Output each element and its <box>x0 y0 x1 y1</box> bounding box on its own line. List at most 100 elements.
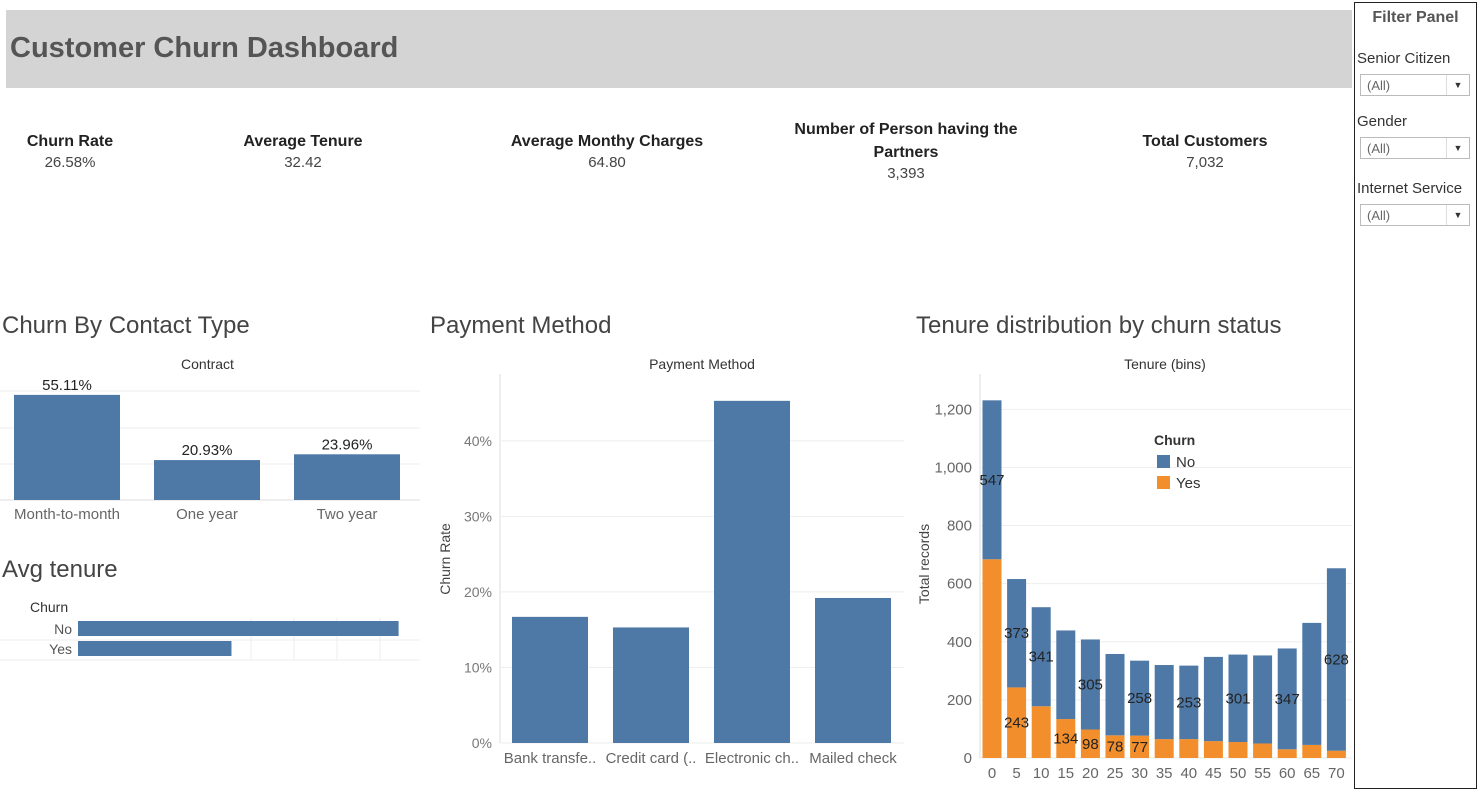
avg-tenure-row-header: Churn <box>30 599 68 615</box>
tenure-bar-yes <box>1277 749 1297 758</box>
chevron-down-icon[interactable]: ▼ <box>1446 138 1469 158</box>
kpi-label: Churn Rate <box>26 133 114 150</box>
tenure-y-tick: 400 <box>947 634 972 651</box>
tenure-bar-no <box>1228 654 1248 743</box>
payment-y-tick: 40% <box>464 433 492 449</box>
tenure-data-label-yes: 243 <box>1004 715 1029 732</box>
payment-y-tick: 30% <box>464 508 492 524</box>
contract-bar <box>294 454 400 500</box>
contract-bar <box>154 460 260 500</box>
tenure-category-label: 30 <box>1131 765 1148 782</box>
tenure-category-label: 70 <box>1328 765 1345 782</box>
legend-swatch <box>1157 476 1170 489</box>
kpi-average-tenure: Average Tenure 32.42 <box>213 130 393 172</box>
contract-bar <box>14 394 120 500</box>
tenure-category-label: 20 <box>1082 765 1099 782</box>
tenure-bar-no <box>1253 655 1273 744</box>
kpi-average-monthly-charges: Average Monthy Charges 64.80 <box>487 130 727 172</box>
tenure-bar-no <box>1007 579 1027 688</box>
tenure-data-label-no: 628 <box>1324 652 1349 669</box>
tenure-chart-header: Tenure (bins) <box>1124 356 1206 372</box>
payment-bar <box>815 597 891 743</box>
kpi-label: Total Customers <box>1142 133 1268 150</box>
tenure-bar-yes <box>1007 687 1027 758</box>
kpi-label: Average Tenure <box>243 133 363 150</box>
contract-data-label: 20.93% <box>182 442 233 459</box>
avg-tenure-bar <box>78 641 232 656</box>
tenure-bar-no <box>1031 607 1051 707</box>
gender-dropdown[interactable]: (All) ▼ <box>1360 137 1470 159</box>
dropdown-value: (All) <box>1367 141 1391 156</box>
contract-category-label: One year <box>176 506 238 523</box>
internet-service-dropdown[interactable]: (All) ▼ <box>1360 204 1470 226</box>
chevron-down-icon[interactable]: ▼ <box>1446 75 1469 95</box>
tenure-data-label-no: 547 <box>979 472 1004 489</box>
kpi-value: 3,393 <box>887 165 925 182</box>
kpi-label: Number of Person having the Partners <box>794 121 1018 161</box>
kpi-total-customers: Total Customers 7,032 <box>1115 130 1295 172</box>
contract-data-label: 55.11% <box>42 377 92 394</box>
tenure-distribution-stacked-chart: 0 200 400 600 800 1,000 1,200 Total records 547 0… <box>916 374 1352 782</box>
tenure-data-label-no: 373 <box>1004 625 1029 642</box>
tenure-y-tick: 1,000 <box>934 459 972 476</box>
chevron-down-icon[interactable]: ▼ <box>1446 205 1469 225</box>
tenure-data-label-no: 341 <box>1029 649 1054 666</box>
tenure-bar-yes <box>1228 742 1248 758</box>
tenure-bar-no <box>1080 639 1100 730</box>
tenure-data-label-yes: 134 <box>1053 731 1078 748</box>
tenure-bar-yes <box>982 559 1002 758</box>
filter-label-internet-service: Internet Service <box>1357 180 1463 197</box>
senior-citizen-dropdown[interactable]: (All) ▼ <box>1360 74 1470 96</box>
tenure-y-tick: 0 <box>964 750 972 767</box>
legend-swatch <box>1157 455 1170 468</box>
contract-chart-header: Contract <box>181 356 234 372</box>
tenure-data-label-yes: 78 <box>1107 739 1124 756</box>
tenure-category-label: 55 <box>1254 765 1271 782</box>
tenure-bar-no <box>1056 630 1076 720</box>
avg-tenure-bar-chart: Churn No Yes <box>0 599 420 661</box>
tenure-bar-yes <box>1080 729 1100 758</box>
legend-entry: No <box>1176 454 1195 471</box>
tenure-category-label: 25 <box>1107 765 1124 782</box>
tenure-bar-yes <box>1056 719 1076 758</box>
section-title-payment: Payment Method <box>430 312 612 339</box>
payment-bar <box>613 627 689 743</box>
tenure-bar-no <box>1179 665 1199 740</box>
dropdown-value: (All) <box>1367 78 1391 93</box>
filter-label-gender: Gender <box>1357 113 1408 130</box>
tenure-y-tick: 600 <box>947 576 972 593</box>
tenure-bar-no <box>1203 656 1223 742</box>
tenure-category-label: 35 <box>1156 765 1173 782</box>
tenure-bar-yes <box>1203 741 1223 758</box>
tenure-y-tick: 1,200 <box>934 401 972 418</box>
tenure-bar-yes <box>1130 735 1150 758</box>
tenure-bar-yes <box>1105 735 1125 758</box>
tenure-data-label-no: 305 <box>1078 676 1103 693</box>
payment-bar <box>714 400 790 743</box>
payment-category-label: Electronic ch.. <box>705 750 799 767</box>
filter-panel-title: Filter Panel <box>1372 9 1459 26</box>
kpi-value: 7,032 <box>1186 154 1224 171</box>
tenure-bar-yes <box>1326 750 1346 758</box>
tenure-data-label-no: 347 <box>1275 691 1300 708</box>
tenure-bar-no <box>982 400 1002 560</box>
payment-y-tick: 20% <box>464 584 492 600</box>
legend-title: Churn <box>1154 432 1195 448</box>
tenure-category-label: 50 <box>1230 765 1247 782</box>
contract-bar-chart: 55.11% Month-to-month 20.93% One year 23.96%… <box>0 377 420 523</box>
kpi-label: Average Monthy Charges <box>510 133 704 150</box>
tenure-bar-yes <box>1031 706 1051 758</box>
tenure-bar-no <box>1302 622 1322 745</box>
tenure-bar-no <box>1130 660 1150 736</box>
tenure-data-label-no: 258 <box>1127 690 1152 707</box>
payment-category-label: Mailed check <box>809 750 897 767</box>
section-title-contract: Churn By Contact Type <box>2 312 250 339</box>
contract-category-label: Month-to-month <box>14 506 120 523</box>
payment-y-tick: 0% <box>472 735 492 751</box>
tenure-category-label: 45 <box>1205 765 1222 782</box>
section-title-tenure-distribution: Tenure distribution by churn status <box>916 312 1282 339</box>
kpi-value: 32.42 <box>284 154 322 171</box>
tenure-bar-no <box>1105 653 1125 736</box>
tenure-data-label-no: 301 <box>1225 690 1250 707</box>
payment-category-label: Credit card (.. <box>606 750 697 767</box>
